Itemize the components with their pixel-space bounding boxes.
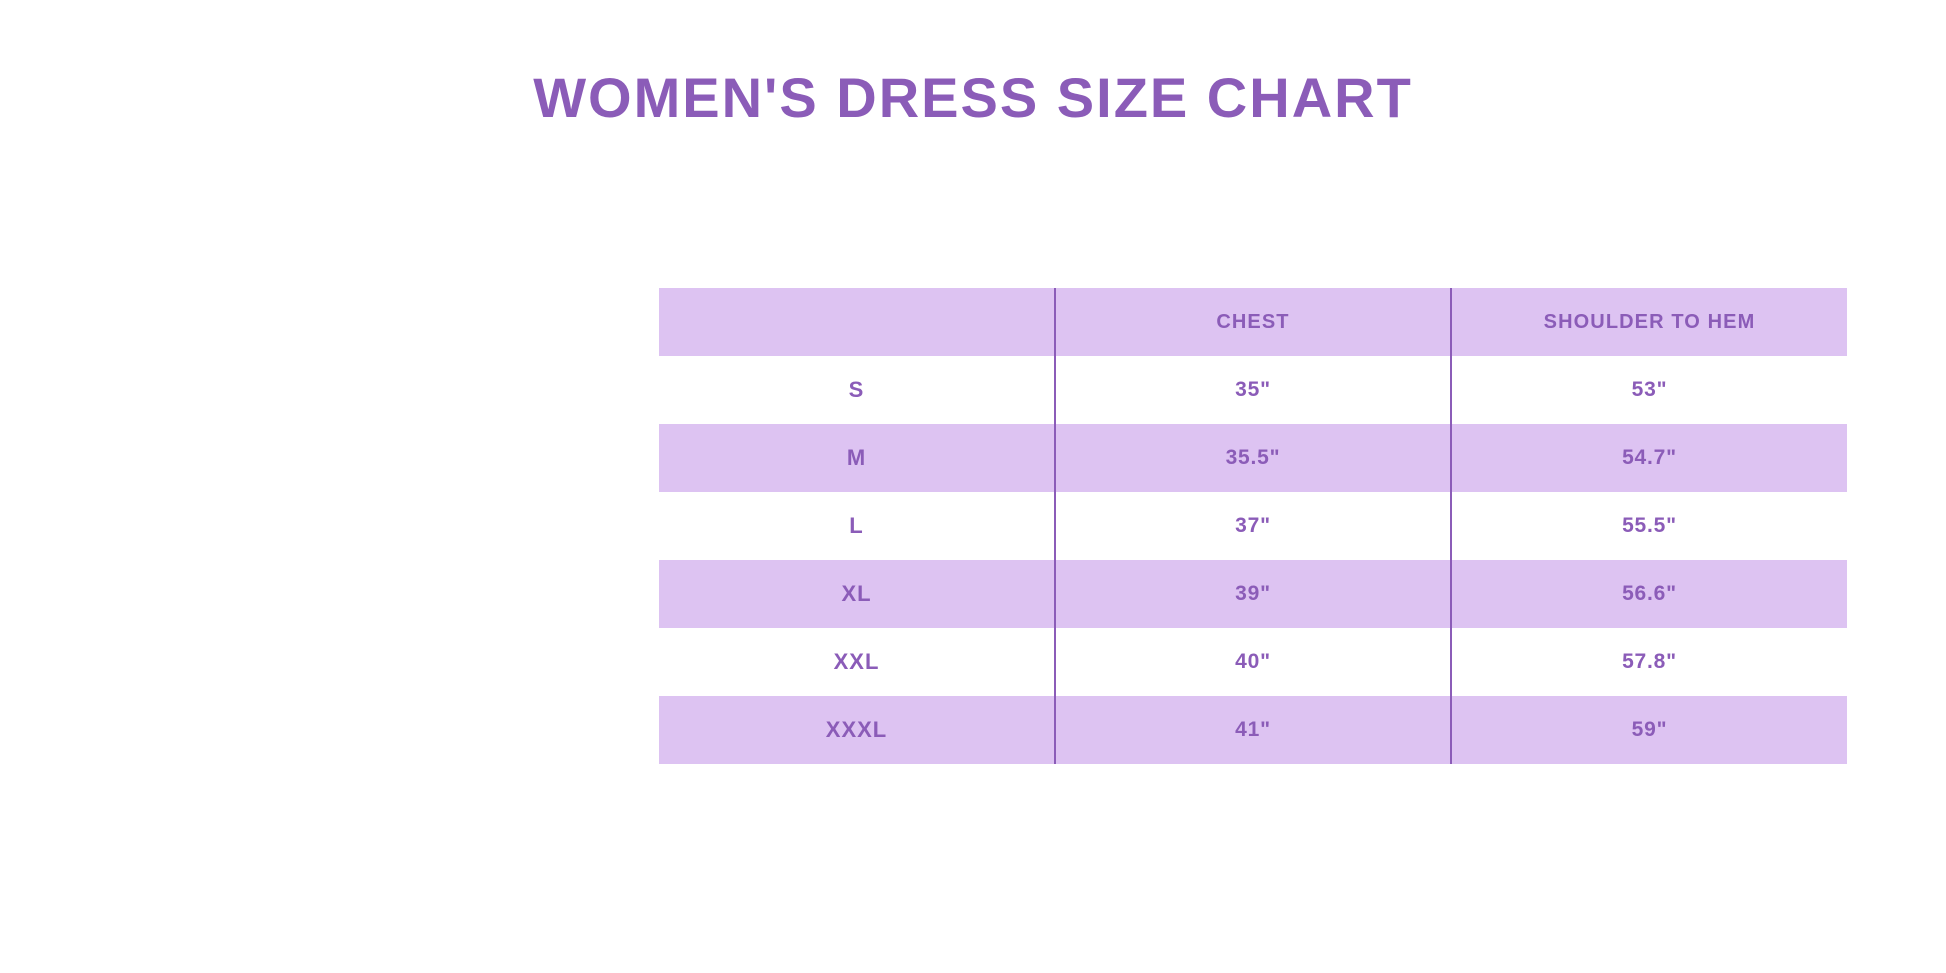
cell-shoulder-to-hem: 55.5" <box>1450 492 1847 560</box>
page-title: WOMEN'S DRESS SIZE CHART <box>533 66 1413 129</box>
column-header-size <box>659 288 1055 356</box>
size-chart-table: CHEST SHOULDER TO HEM S 35" 53" M 35.5" … <box>659 288 1847 764</box>
table-row: S 35" 53" <box>659 356 1847 424</box>
cell-shoulder-to-hem: 54.7" <box>1450 424 1847 492</box>
cell-chest: 40" <box>1054 628 1451 696</box>
table-row: L 37" 55.5" <box>659 492 1847 560</box>
column-header-chest: CHEST <box>1054 288 1451 356</box>
cell-shoulder-to-hem: 57.8" <box>1450 628 1847 696</box>
cell-shoulder-to-hem: 53" <box>1450 356 1847 424</box>
cell-shoulder-to-hem: 59" <box>1450 696 1847 764</box>
cell-size: L <box>849 513 864 538</box>
cell-size: XXXL <box>825 717 888 742</box>
cell-chest: 41" <box>1054 696 1451 764</box>
table-row: XL 39" 56.6" <box>659 560 1847 628</box>
cell-chest: 39" <box>1054 560 1451 628</box>
table-row: XXL 40" 57.8" <box>659 628 1847 696</box>
table-header: CHEST SHOULDER TO HEM <box>659 288 1847 356</box>
cell-chest: 37" <box>1054 492 1451 560</box>
cell-chest: 35.5" <box>1054 424 1451 492</box>
column-header-shoulder-to-hem: SHOULDER TO HEM <box>1450 288 1847 356</box>
cell-size: M <box>846 445 867 470</box>
table-header-row: CHEST SHOULDER TO HEM <box>659 288 1847 356</box>
cell-size: XL <box>841 581 872 606</box>
cell-size: XXL <box>833 649 880 674</box>
table-body: S 35" 53" M 35.5" 54.7" L 37" 55.5" XL 3… <box>659 356 1847 764</box>
cell-shoulder-to-hem: 56.6" <box>1450 560 1847 628</box>
cell-chest: 35" <box>1054 356 1451 424</box>
cell-size: S <box>848 377 865 402</box>
table-row: M 35.5" 54.7" <box>659 424 1847 492</box>
table-row: XXXL 41" 59" <box>659 696 1847 764</box>
